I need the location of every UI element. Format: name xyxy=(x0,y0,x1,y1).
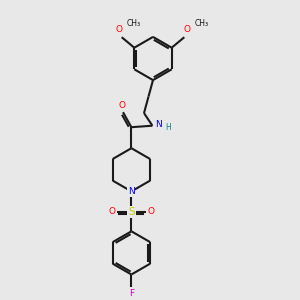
Text: O: O xyxy=(183,25,190,34)
Text: CH₃: CH₃ xyxy=(195,19,209,28)
Text: O: O xyxy=(119,101,126,110)
Text: O: O xyxy=(147,207,154,216)
Text: O: O xyxy=(116,25,123,34)
Text: N: N xyxy=(128,187,135,196)
Text: N: N xyxy=(156,120,162,129)
Text: H: H xyxy=(165,123,171,132)
Text: F: F xyxy=(129,289,134,298)
Text: S: S xyxy=(128,207,135,217)
Text: O: O xyxy=(109,207,116,216)
Text: CH₃: CH₃ xyxy=(126,19,140,28)
